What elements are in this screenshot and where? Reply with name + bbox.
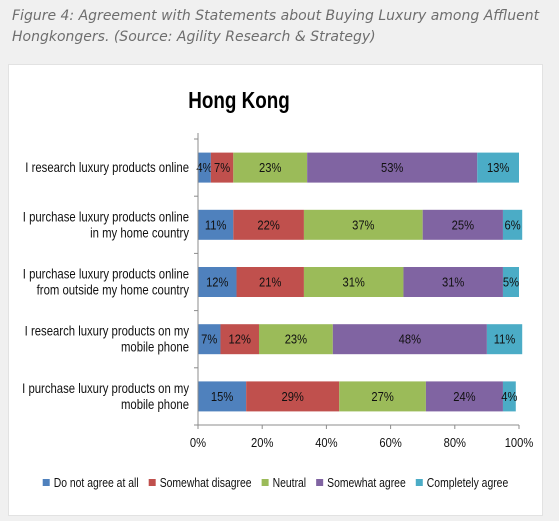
bar-segment	[198, 381, 247, 412]
category-label: I research luxury products on my	[25, 324, 190, 339]
bar-segment	[236, 267, 304, 297]
bar-segment	[486, 324, 523, 355]
figure-caption: Figure 4: Agreement with Statements abou…	[12, 8, 540, 45]
bar-segment	[332, 324, 487, 355]
data-label: 12%	[206, 275, 229, 290]
category-label: I research luxury products online	[25, 160, 189, 175]
data-label: 53%	[381, 160, 404, 175]
x-tick-label: 100%	[505, 435, 534, 450]
data-label: 7%	[201, 332, 217, 347]
bar-segment	[198, 209, 234, 240]
category-label: in my home country	[90, 225, 190, 240]
data-label: 23%	[285, 332, 308, 347]
bar-segment	[210, 152, 234, 183]
bar-segment	[198, 152, 211, 183]
bar-segment	[502, 209, 523, 240]
legend-swatch	[42, 479, 50, 486]
category-label: I purchase luxury products online	[23, 267, 189, 282]
data-label: 11%	[494, 332, 516, 347]
bar-segment	[502, 381, 516, 412]
data-label: 5%	[503, 275, 519, 290]
bar-segment	[258, 324, 333, 355]
data-label: 27%	[371, 389, 394, 404]
data-label: 4%	[501, 389, 517, 404]
bar-segment	[220, 324, 259, 355]
legend-label: Somewhat disagree	[160, 476, 252, 490]
category-label: from outside my home country	[37, 283, 190, 298]
data-label: 11%	[205, 218, 227, 233]
category-label: mobile phone	[121, 397, 189, 412]
category-label: mobile phone	[121, 340, 189, 355]
chart-panel: Hong Kong 4% 7% 23% 53% 13% I research luxury…	[8, 64, 543, 516]
data-label: 31%	[343, 275, 366, 290]
data-label: 22%	[257, 218, 280, 233]
bar-segment	[307, 152, 478, 183]
data-label: 24%	[453, 389, 476, 404]
x-tick-label: 80%	[444, 435, 467, 450]
data-label: 7%	[214, 160, 230, 175]
data-label: 21%	[259, 275, 282, 290]
stacked-bar-chart: Hong Kong 4% 7% 23% 53% 13%I research luxury…	[22, 88, 534, 490]
legend-swatch	[148, 479, 156, 486]
data-label: 15%	[211, 389, 234, 404]
bar-segment	[198, 324, 221, 355]
legend-label: Completely agree	[427, 476, 509, 490]
legend-swatch	[415, 479, 423, 486]
legend-label: Somewhat agree	[327, 476, 406, 490]
data-label: 25%	[452, 218, 475, 233]
bar-segment	[233, 209, 304, 240]
bar-segment	[198, 267, 237, 297]
category-label: I purchase luxury products on my	[22, 381, 190, 396]
data-label: 29%	[282, 389, 305, 404]
data-label: 37%	[352, 218, 375, 233]
data-label: 31%	[442, 275, 465, 290]
bar-segment	[303, 267, 404, 297]
bar-segment	[403, 267, 503, 297]
category-label: I purchase luxury products online	[23, 209, 189, 224]
x-tick-label: 60%	[379, 435, 402, 450]
bar-segment	[233, 152, 308, 183]
bar-segment	[303, 209, 423, 240]
bar-segment	[425, 381, 503, 412]
bar-segment	[422, 209, 503, 240]
legend-swatch	[261, 479, 269, 486]
bar-segment	[339, 381, 426, 412]
legend-swatch	[316, 479, 324, 486]
x-tick-label: 40%	[315, 435, 338, 450]
bar-segment	[477, 152, 519, 183]
chart-title: Hong Kong	[188, 88, 290, 113]
data-label: 4%	[196, 160, 212, 175]
legend-label: Neutral	[273, 476, 307, 490]
data-label: 6%	[505, 218, 521, 233]
data-label: 23%	[259, 160, 282, 175]
x-tick-label: 20%	[251, 435, 274, 450]
bar-segment	[502, 267, 519, 297]
data-label: 13%	[487, 160, 510, 175]
data-label: 48%	[399, 332, 422, 347]
legend-label: Do not agree at all	[54, 476, 139, 490]
x-tick-label: 0%	[190, 435, 206, 450]
data-label: 12%	[229, 332, 252, 347]
bar-segment	[246, 381, 340, 412]
